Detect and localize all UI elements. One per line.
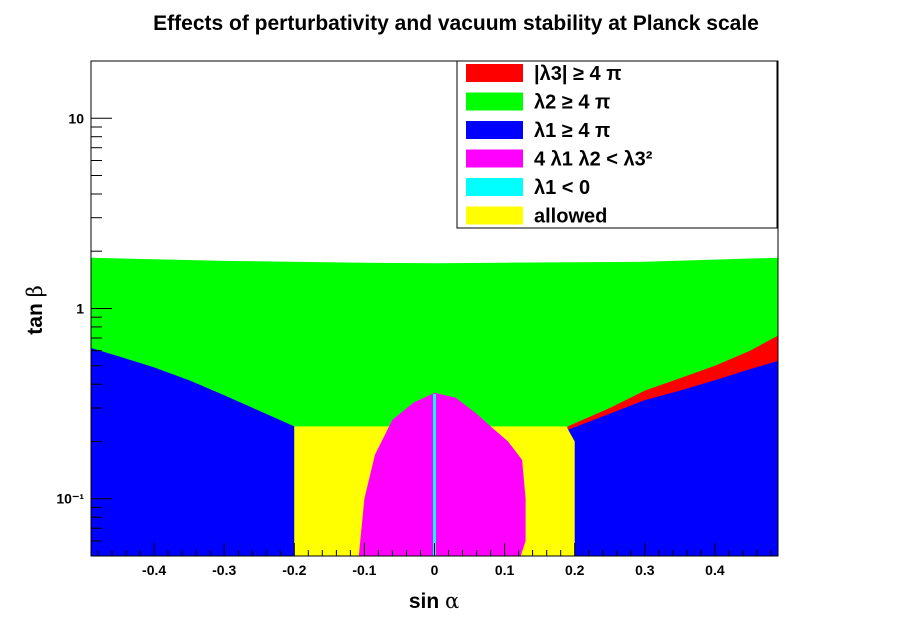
x-tick-label: -0.3	[212, 562, 236, 578]
y-axis-label: tan β	[23, 285, 47, 334]
legend-label-l2: λ2 ≥ 4 π	[534, 92, 610, 114]
legend-label-vs: 4 λ1 λ2 < λ3²	[534, 149, 653, 171]
legend-swatch-l3	[466, 64, 523, 82]
legend: |λ3| ≥ 4 π λ2 ≥ 4 π λ1 ≥ 4 π 4 λ1 λ2 < λ3² λ…	[456, 60, 778, 229]
x-tick-label: 0.1	[495, 562, 515, 578]
legend-swatch-l1neg	[466, 178, 523, 196]
x-tick-label: 0.2	[565, 562, 585, 578]
legend-box	[456, 60, 778, 229]
legend-swatch-allowed	[466, 206, 523, 225]
x-tick-label: 0.4	[705, 562, 725, 578]
x-axis-label: sin α	[409, 589, 459, 613]
legend-label-l1neg: λ1 < 0	[534, 177, 590, 199]
y-tick-label: 10⁻¹	[56, 491, 84, 507]
x-axis: -0.4 -0.3 -0.2 -0.1 0 0.1 0.2 0.3 0.4	[97, 543, 772, 578]
y-axis: 10⁻¹ 1 10	[56, 60, 112, 557]
x-tick-label: -0.1	[352, 562, 376, 578]
x-tick-label: 0	[431, 562, 439, 578]
legend-label-l3: |λ3| ≥ 4 π	[534, 63, 622, 85]
x-tick-label: -0.2	[282, 562, 306, 578]
region-lambda1-blue-right	[567, 361, 778, 556]
chart-title: Effects of perturbativity and vacuum sta…	[153, 12, 759, 35]
x-tick-label: -0.4	[142, 562, 166, 578]
y-tick-label: 10	[68, 110, 84, 126]
legend-swatch-vs	[466, 149, 523, 168]
x-tick-label: 0.3	[635, 562, 655, 578]
legend-swatch-l1	[466, 121, 523, 139]
region-lambda1-blue-left	[91, 348, 295, 556]
legend-label-allowed: allowed	[534, 206, 607, 228]
y-tick-label: 1	[76, 301, 84, 317]
region-vacuum-stability-magenta	[358, 392, 526, 556]
plot-regions	[91, 257, 778, 556]
legend-swatch-l2	[466, 92, 523, 111]
legend-label-l1: λ1 ≥ 4 π	[534, 120, 610, 142]
